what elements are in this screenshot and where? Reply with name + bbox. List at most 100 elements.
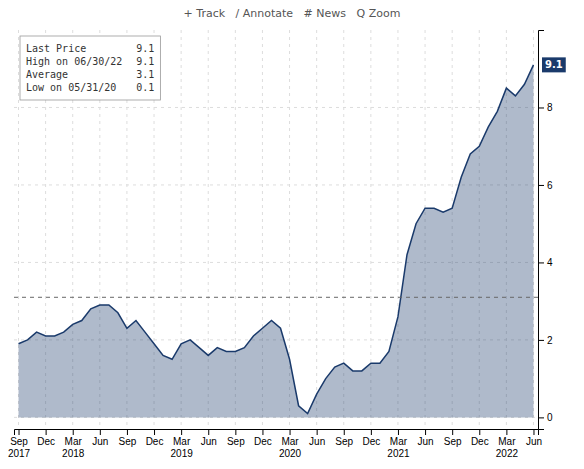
tick-label-line: Sep <box>119 436 137 447</box>
tick-label-line: Dec <box>37 436 55 447</box>
tick-mark <box>344 429 345 435</box>
last-price-text: 9.1 <box>545 59 563 70</box>
tick-mark <box>479 429 480 435</box>
tick-label: Mar2018 <box>62 436 85 459</box>
tick-label: Dec <box>37 436 55 447</box>
tick-mark <box>398 429 399 435</box>
tick-mark <box>154 429 155 435</box>
tick-label-line: 2019 <box>171 448 194 459</box>
tick-label: Sep <box>335 436 353 447</box>
tick-mark <box>506 429 507 435</box>
tick-label: Sep <box>119 436 137 447</box>
tick: Dec <box>254 429 272 447</box>
tick-label: Dec <box>146 436 164 447</box>
tick-mark <box>538 417 544 418</box>
info-box-background <box>20 36 160 100</box>
marks <box>14 65 538 418</box>
info-value: 9.1 <box>136 56 154 67</box>
tick-label: Jun <box>92 436 108 447</box>
tick-label-line: Mar <box>65 436 83 447</box>
tick-label-line: Dec <box>146 436 164 447</box>
tick-label-line: Sep <box>10 436 28 447</box>
tick: Dec <box>37 429 55 447</box>
tick-label: Dec <box>362 436 380 447</box>
tick-label: Sep <box>227 436 245 447</box>
tick: Mar2019 <box>171 429 194 459</box>
tick-label-line: 2017 <box>8 448 31 459</box>
tick-label-line: Mar <box>173 436 191 447</box>
tick-mark <box>235 429 236 435</box>
tick-mark <box>46 429 47 435</box>
tick-mark <box>127 429 128 435</box>
tick-mark <box>371 429 372 435</box>
tick-label: Jun <box>418 436 434 447</box>
tick-label: Jun <box>526 436 542 447</box>
tick-mark <box>452 429 453 435</box>
tick-label-line: Sep <box>444 436 462 447</box>
tick: 2 <box>538 335 553 346</box>
tick-label: 0 <box>547 412 553 423</box>
tick: Sep2017 <box>8 429 31 459</box>
tick-label: Mar2021 <box>387 436 410 459</box>
tick-label: Sep2017 <box>8 436 31 459</box>
tick-mark <box>262 429 263 435</box>
last-price-label: 9.1 <box>542 57 566 72</box>
tick-label-line: 2022 <box>496 448 519 459</box>
tick-label-line: 2021 <box>387 448 410 459</box>
tick-label-line: Jun <box>526 436 542 447</box>
tick: Mar2020 <box>279 429 302 459</box>
info-label: Last Price <box>26 43 86 54</box>
tick: Jun <box>526 429 542 447</box>
tick-label-line: Jun <box>418 436 434 447</box>
axis-line <box>15 430 539 436</box>
tick: Sep <box>444 429 462 447</box>
title: + Track / Annotate # News Q Zoom <box>184 7 401 20</box>
y-axis: 0 2 4 6 8 <box>538 31 553 430</box>
tick-mark <box>100 429 101 435</box>
tick-label: 4 <box>547 257 553 268</box>
grid <box>14 30 538 429</box>
tick: Sep <box>227 429 245 447</box>
info-label: Low on 05/31/20 <box>26 82 116 93</box>
tick: 0 <box>538 412 553 423</box>
tick-label-line: 2018 <box>62 448 85 459</box>
tick-label: Mar2020 <box>279 436 302 459</box>
tick-label-line: Dec <box>362 436 380 447</box>
tick-mark <box>208 429 209 435</box>
tick: Dec <box>362 429 380 447</box>
tick-label-line: Dec <box>471 436 489 447</box>
tick-label-line: Mar <box>281 436 299 447</box>
tick-label-line: Sep <box>335 436 353 447</box>
tick-label: Mar2022 <box>496 436 519 459</box>
tick-label-line: Jun <box>309 436 325 447</box>
tick-mark <box>533 429 534 435</box>
last-price-box <box>542 57 566 72</box>
tick-mark <box>538 262 544 263</box>
info-label: Average <box>26 69 68 80</box>
axis-line <box>539 31 545 430</box>
tick-label: Sep <box>444 436 462 447</box>
average-line <box>14 297 538 298</box>
tick: Jun <box>309 429 325 447</box>
tick: 8 <box>538 102 553 113</box>
grid-line <box>316 30 317 429</box>
line <box>19 65 534 414</box>
tick: Dec <box>146 429 164 447</box>
tick: Jun <box>201 429 217 447</box>
tick-label-line: Jun <box>201 436 217 447</box>
tick-mark <box>538 340 544 341</box>
tick-mark <box>19 429 20 435</box>
chart: + Track / Annotate # News Q ZoomSep2017D… <box>0 0 584 469</box>
tick-mark <box>290 429 291 435</box>
plot: Sep2017DecMar2018JunSepDecMar2019JunSepD… <box>8 30 566 459</box>
x-axis: Sep2017DecMar2018JunSepDecMar2019JunSepD… <box>8 429 542 459</box>
tick-mark <box>538 107 544 108</box>
info-value: 3.1 <box>136 69 154 80</box>
tick: Jun <box>418 429 434 447</box>
info-value: 0.1 <box>136 82 154 93</box>
tick: 6 <box>538 180 553 191</box>
info-box: Last Price9.1High on 06/30/229.1Average3… <box>20 36 160 100</box>
tick-label: Dec <box>471 436 489 447</box>
tick-mark <box>317 429 318 435</box>
tick-mark <box>73 429 74 435</box>
